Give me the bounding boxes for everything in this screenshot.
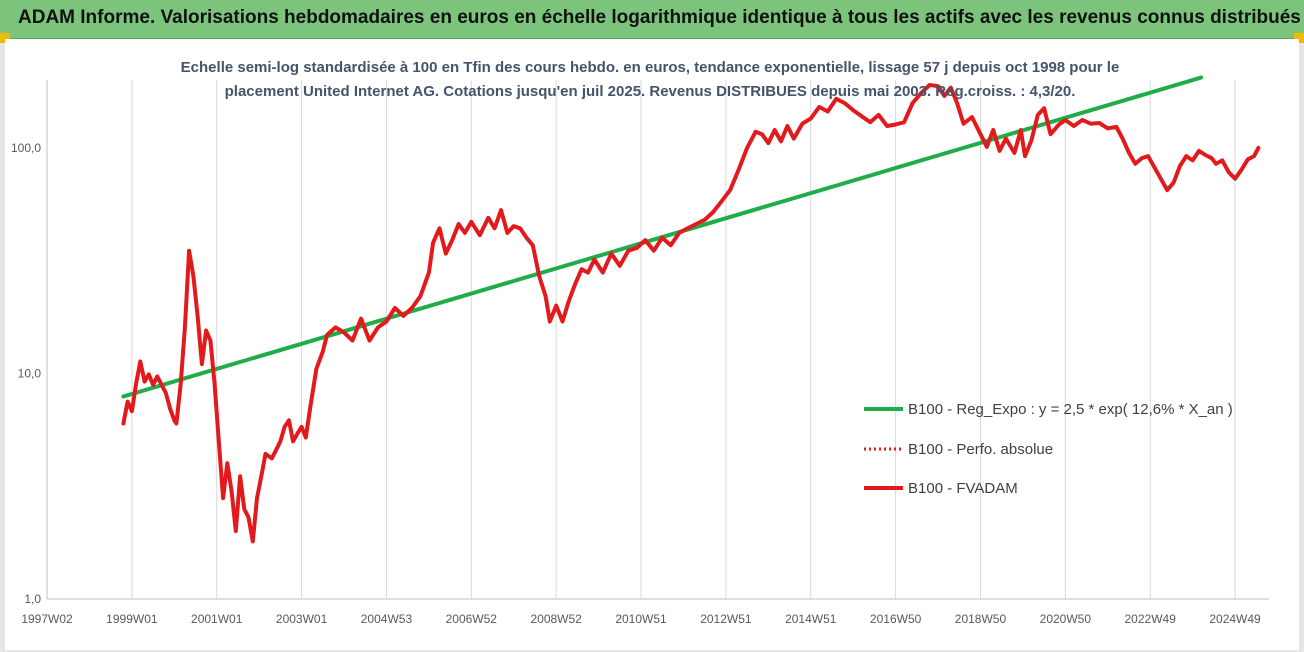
x-ticks: 1997W02 1999W01 2001W01 2003W01 2004W53 2006W…	[21, 612, 1261, 626]
y-tick-label: 10,0	[18, 366, 42, 380]
corner-marker-right	[1294, 33, 1304, 43]
x-tick-label: 2012W51	[700, 612, 752, 626]
x-tick-label: 2024W49	[1209, 612, 1261, 626]
x-tick-label: 1997W02	[21, 612, 73, 626]
series-line-2	[121, 83, 1261, 544]
x-tick-label: 2010W51	[615, 612, 667, 626]
gridlines	[131, 80, 1236, 599]
legend-item-perfo: B100 - Perfo. absolue	[864, 441, 1053, 458]
x-tick-label: 2004W53	[361, 612, 413, 626]
y-ticks: 1,0 10,0 100,0	[11, 141, 41, 606]
x-tick-label: 2001W01	[191, 612, 243, 626]
corner-marker-left	[0, 33, 10, 43]
subtitle-line-1: Echelle semi-log standardisée à 100 en T…	[181, 59, 1120, 76]
y-tick-label: 100,0	[11, 141, 41, 155]
chart-area: 1,0 10,0 100,0 1997W02 1999W01 2001W01 2003W0…	[5, 39, 1299, 650]
series	[121, 75, 1261, 544]
x-tick-label: 2022W49	[1125, 612, 1177, 626]
x-tick-label: 1999W01	[106, 612, 158, 626]
x-tick-label: 2008W52	[530, 612, 582, 626]
x-tick-label: 2006W52	[446, 612, 498, 626]
legend-item-fvadam: B100 - FVADAM	[864, 480, 1018, 497]
x-tick-label: 2014W51	[785, 612, 837, 626]
x-tick-label: 2003W01	[276, 612, 328, 626]
legend-label-perfo: B100 - Perfo. absolue	[908, 441, 1053, 458]
legend: B100 - Reg_Expo : y = 2,5 * exp( 12,6% *…	[864, 401, 1233, 497]
x-tick-label: 2018W50	[955, 612, 1007, 626]
y-tick-label: 1,0	[24, 592, 41, 606]
legend-item-trend: B100 - Reg_Expo : y = 2,5 * exp( 12,6% *…	[864, 401, 1233, 418]
page-title: ADAM Informe. Valorisations hebdomadaire…	[18, 7, 1301, 28]
subtitle-line-2: placement United Internet AG. Cotations …	[225, 83, 1076, 100]
x-tick-label: 2020W50	[1040, 612, 1092, 626]
title-banner: ADAM Informe. Valorisations hebdomadaire…	[0, 0, 1304, 39]
x-tick-label: 2016W50	[870, 612, 922, 626]
chart-subtitle: Echelle semi-log standardisée à 100 en T…	[181, 59, 1120, 100]
chart: 1,0 10,0 100,0 1997W02 1999W01 2001W01 2003W0…	[11, 59, 1269, 626]
legend-label-trend: B100 - Reg_Expo : y = 2,5 * exp( 12,6% *…	[908, 401, 1233, 418]
legend-label-fvadam: B100 - FVADAM	[908, 480, 1018, 497]
